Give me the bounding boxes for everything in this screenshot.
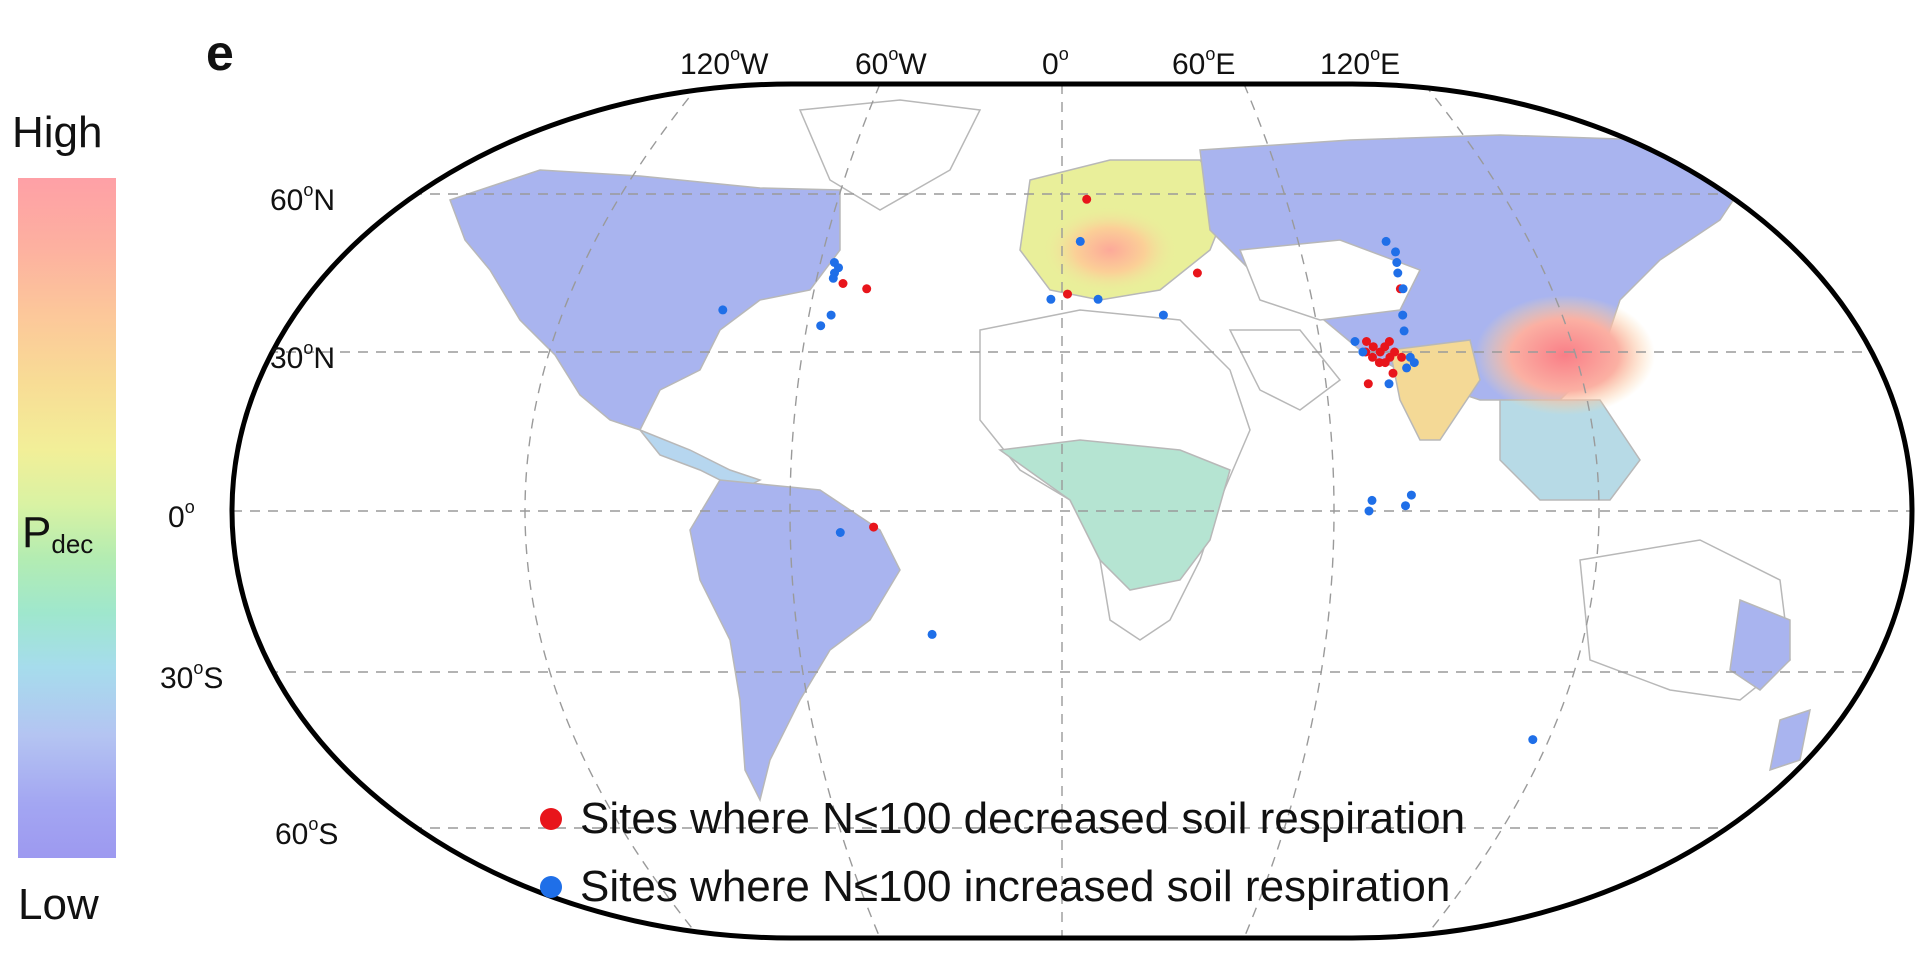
site-marker-decreased [1363,379,1373,389]
land-tropical-africa [998,439,1231,591]
graticule-lon-60w [789,84,881,938]
site-marker-increased [1392,258,1402,267]
panel-label: e [206,25,234,81]
site-marker-increased [1364,506,1374,516]
map-border [229,81,1915,941]
site-marker-decreased [1082,194,1092,204]
map-body [232,84,1912,938]
land-australia-east [1729,598,1791,691]
site-marker-increased [1046,294,1056,304]
site-marker-decreased [1384,337,1394,346]
graticule-lon-120e [1423,84,1600,938]
site-marker-decreased [1063,289,1072,299]
lon-tick-60e: 60oE [1172,44,1236,81]
site-marker-decreased [1368,342,1378,352]
legend-item-increased: Sites where N≤100 increased soil respira… [540,862,1450,912]
site-marker-increased [1398,310,1408,320]
site-marker-decreased [869,522,879,532]
site-marker-increased [1384,379,1394,389]
site-marker-increased [834,263,843,273]
site-marker-decreased [1390,347,1400,357]
colorbar-high-label: High [12,108,103,157]
site-marker-increased [1402,363,1412,373]
legend-label-decreased: Sites where N≤100 decreased soil respira… [580,794,1466,843]
land-arabia [1228,329,1342,411]
site-marker-decreased [862,284,872,294]
site-marker-increased [1399,326,1409,336]
site-marker-increased [1093,294,1103,304]
site-marker-decreased [1368,352,1377,362]
site-marker-increased [1393,268,1403,278]
site-marker-increased [1381,236,1391,246]
site-marker-increased [1075,236,1085,246]
legend-label-increased: Sites where N≤100 increased soil respira… [580,862,1451,911]
land-north-america [449,169,841,431]
site-marker-decreased [1380,358,1390,368]
site-marker-increased [1406,490,1416,500]
site-marker-increased [1398,284,1408,294]
lon-tick-0: 0o [1042,44,1069,81]
hotspot-china [1475,295,1655,415]
lat-tick-30n: 30oN [270,338,336,375]
site-marker-increased [1409,358,1419,368]
site-marker-increased [927,629,937,639]
site-marker-increased [1391,247,1400,257]
site-marker-decreased [1397,352,1407,362]
lon-tick-120w: 120oW [680,44,769,81]
colorbar-low-label: Low [18,880,99,929]
colorbar-variable-label: Pdec [22,508,93,560]
land-south-america [689,479,901,803]
land-new-zealand [1769,708,1811,772]
legend-marker-increased [540,876,562,898]
site-marker-increased [835,528,845,537]
graticule-lon-60e [1243,84,1335,938]
site-marker-increased [718,305,728,315]
lat-tick-30s: 30oS [160,658,224,695]
site-marker-increased [1367,495,1377,505]
site-marker-increased [826,310,836,320]
site-marker-increased [828,273,838,283]
variable-symbol: P [22,508,52,557]
lat-tick-60n: 60oN [270,180,336,217]
site-marker-increased [1528,735,1538,745]
site-markers [718,194,1538,745]
lon-tick-120e: 120oE [1320,44,1401,81]
graticule-lon-120w [524,84,701,938]
variable-subscript: dec [51,529,94,559]
hotspot-europe [1040,205,1180,295]
legend-item-decreased: Sites where N≤100 decreased soil respira… [540,794,1465,844]
site-marker-increased [1358,347,1368,357]
site-marker-increased [816,321,826,331]
colorbar [18,178,116,858]
lat-tick-60s: 60oS [275,814,339,851]
graticule [232,84,1912,938]
site-marker-increased [1158,310,1168,320]
lon-tick-60w: 60oW [855,44,927,81]
site-marker-decreased [1192,268,1202,278]
site-marker-decreased [1362,337,1371,346]
legend-marker-decreased [540,808,562,830]
site-marker-decreased [1388,368,1398,378]
land-central-asia [1238,239,1422,321]
land-areas [449,99,1811,803]
site-marker-decreased [838,279,848,288]
site-marker-increased [1401,501,1410,511]
lat-tick-0: 0o [168,497,195,534]
site-marker-increased [1350,337,1360,346]
land-greenland [798,99,982,211]
